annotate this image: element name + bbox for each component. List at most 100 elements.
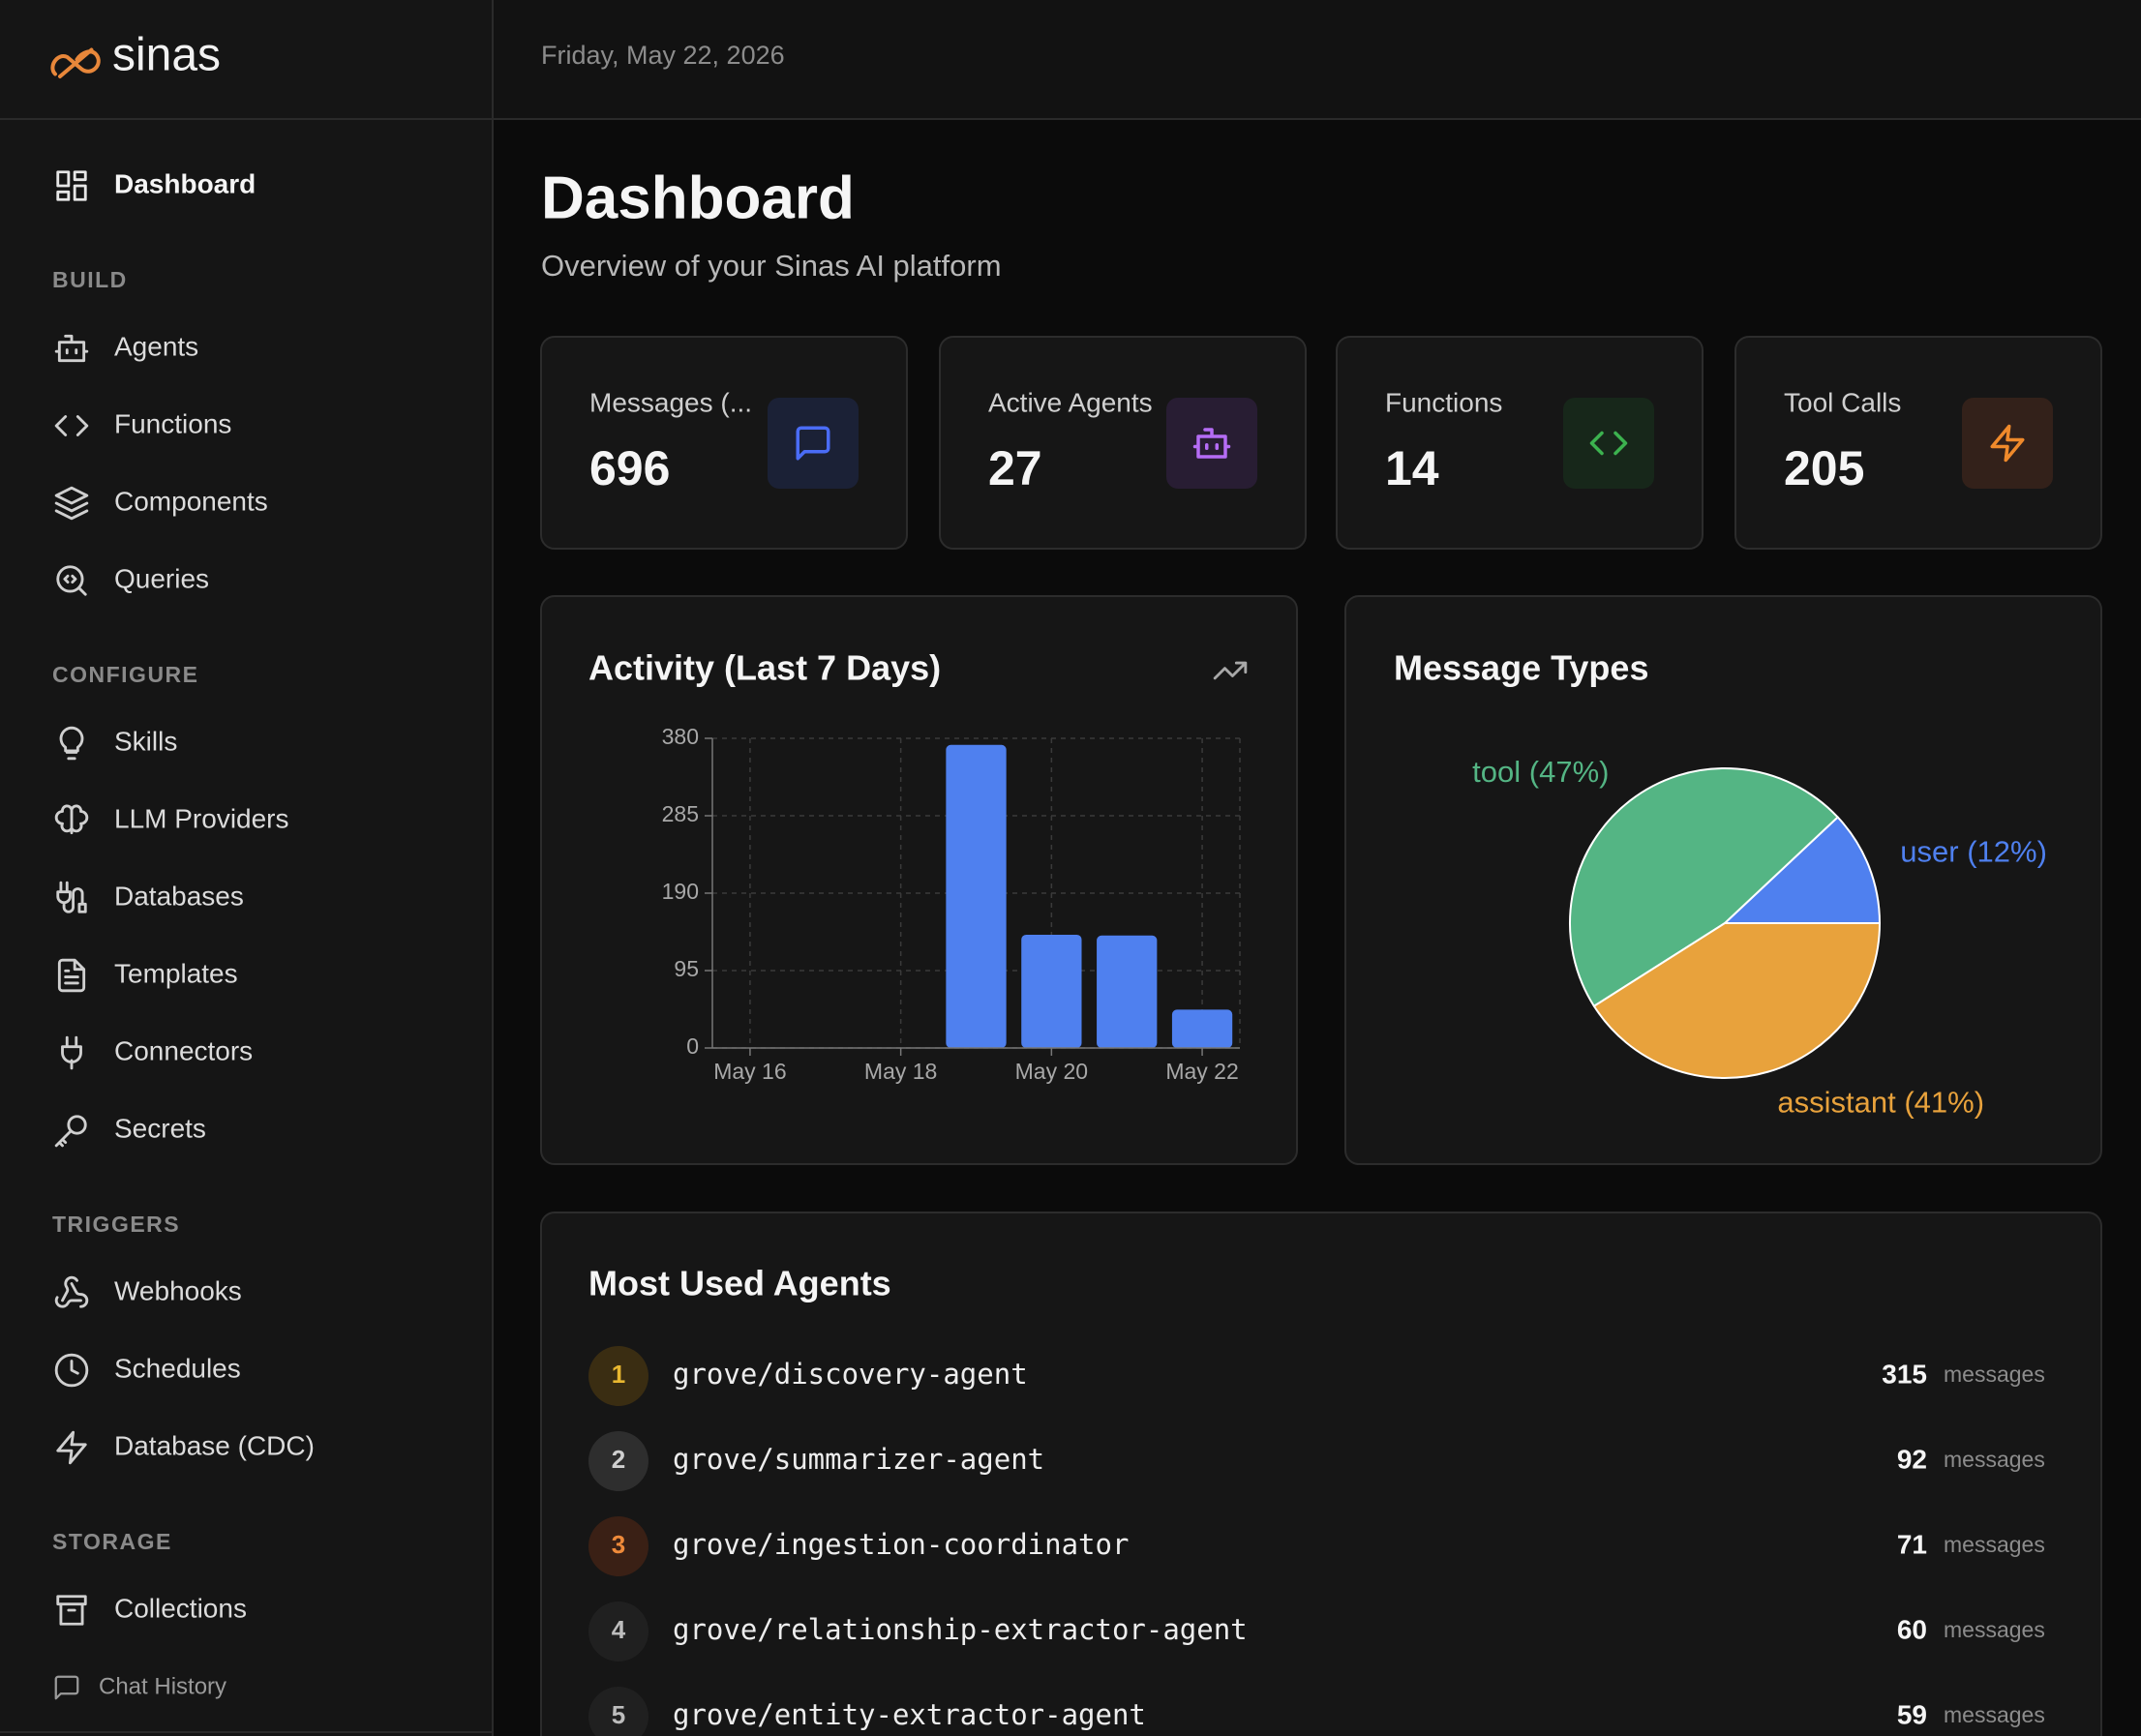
pie-slice <box>1569 767 1840 1008</box>
agent-count-unit: messages <box>1944 1617 2045 1642</box>
y-tick-label: 190 <box>662 879 699 904</box>
nav-icon-path <box>59 726 84 761</box>
agent-name[interactable]: grove/summarizer-agent <box>673 1443 1044 1476</box>
stat-icon-box <box>1962 398 2053 489</box>
stat-icon-path <box>796 426 830 461</box>
stat-card <box>540 336 908 550</box>
nav-icon <box>56 170 87 201</box>
stat-label: Messages (... <box>589 387 752 417</box>
rank-badge <box>588 1431 648 1491</box>
stat-card <box>939 336 1307 550</box>
nav-item[interactable]: Skills <box>114 726 177 756</box>
stat-value: 14 <box>1385 441 1439 495</box>
nav-icon <box>54 1275 89 1308</box>
agent-count: 315 <box>1882 1359 1927 1389</box>
stat-value: 27 <box>988 441 1042 495</box>
nav-icon-path <box>54 1353 89 1388</box>
pie-label: assistant (41%) <box>1777 1085 1984 1119</box>
y-tick-label: 380 <box>662 724 699 749</box>
bar <box>946 744 1007 1048</box>
y-tick-label: 95 <box>674 956 699 981</box>
stat-card <box>1336 336 1704 550</box>
nav-icon <box>56 881 87 913</box>
agent-name[interactable]: grove/discovery-agent <box>673 1358 1028 1391</box>
rank-number: 4 <box>612 1615 626 1644</box>
nav-icon-path <box>56 881 87 913</box>
stat-card <box>1734 336 2102 550</box>
agent-count: 92 <box>1897 1444 1927 1474</box>
stat-icon-box <box>768 398 859 489</box>
agent-count-unit: messages <box>1944 1532 2045 1557</box>
x-tick-label: May 20 <box>1015 1059 1088 1084</box>
nav-icon <box>54 1353 89 1388</box>
nav-section-title: BUILD <box>52 267 128 292</box>
logo-icon <box>50 47 101 78</box>
nav-icon-path <box>54 1115 87 1148</box>
nav-icon-path <box>54 1275 89 1308</box>
rank-badge <box>588 1346 648 1406</box>
nav-section-title: STORAGE <box>52 1529 172 1554</box>
nav-icon-path <box>54 486 89 521</box>
page-title: Dashboard <box>541 165 855 231</box>
nav-item[interactable]: Components <box>114 486 268 516</box>
nav-item[interactable]: Databases <box>114 881 244 911</box>
rank-number: 2 <box>612 1445 625 1474</box>
stat-label: Tool Calls <box>1784 387 1901 417</box>
nav-item[interactable]: Dashboard <box>114 168 256 198</box>
agents-card <box>540 1212 2102 1736</box>
page-subtitle: Overview of your Sinas AI platform <box>541 249 1002 283</box>
nav-section-title: TRIGGERS <box>52 1212 180 1237</box>
pie-label: user (12%) <box>1900 834 2047 868</box>
rank-badge <box>588 1687 648 1736</box>
agents-title: Most Used Agents <box>588 1264 891 1303</box>
stat-icon-box <box>1563 398 1654 489</box>
nav-item[interactable]: Agents <box>114 331 198 361</box>
nav-item[interactable]: LLM Providers <box>114 803 289 833</box>
stat-icon-path <box>1589 431 1628 456</box>
stat-label: Functions <box>1385 387 1502 417</box>
agent-count: 59 <box>1897 1699 1927 1729</box>
stat-value: 205 <box>1784 441 1864 495</box>
nav-icon <box>59 726 84 761</box>
nav-icon-path <box>57 958 86 993</box>
agent-name[interactable]: grove/entity-extractor-agent <box>673 1698 1146 1731</box>
agent-name[interactable]: grove/relationship-extractor-agent <box>673 1613 1248 1646</box>
rank-badge <box>588 1516 648 1576</box>
nav-item[interactable]: Schedules <box>114 1353 241 1383</box>
nav-item[interactable]: Functions <box>114 408 231 438</box>
agent-name[interactable]: grove/ingestion-coordinator <box>673 1528 1129 1561</box>
x-tick-label: May 22 <box>1165 1059 1238 1084</box>
x-tick-label: May 18 <box>864 1059 937 1084</box>
chart-title: Message Types <box>1394 648 1648 688</box>
nav-item[interactable]: Templates <box>114 958 238 988</box>
footer-icon <box>54 1675 79 1700</box>
nav-item[interactable]: Queries <box>114 563 209 593</box>
stat-icon-box <box>1166 398 1257 489</box>
stat-icon-path <box>1192 428 1231 459</box>
y-tick-label: 285 <box>662 801 699 826</box>
nav-section-title: CONFIGURE <box>52 662 199 687</box>
bar <box>1097 935 1158 1048</box>
nav-icon <box>56 1430 87 1465</box>
logo-text: sinas <box>112 30 221 81</box>
nav-item[interactable]: Webhooks <box>114 1275 242 1305</box>
stat-label: Active Agents <box>988 387 1153 417</box>
nav-icon-path <box>54 334 89 363</box>
stat-icon <box>1990 424 2025 463</box>
nav-item[interactable]: Secrets <box>114 1113 206 1143</box>
rank-number: 1 <box>612 1360 625 1389</box>
stat-value: 696 <box>589 441 670 495</box>
agent-count-unit: messages <box>1944 1702 2045 1727</box>
nav-item[interactable]: Database (CDC) <box>114 1430 315 1460</box>
nav-item[interactable]: Collections <box>114 1593 247 1623</box>
pie-label: tool (47%) <box>1472 755 1609 789</box>
rank-badge <box>588 1601 648 1661</box>
nav-footer[interactable]: Chat History <box>99 1673 226 1699</box>
chart-title: Activity (Last 7 Days) <box>588 648 941 688</box>
nav-item[interactable]: Connectors <box>114 1035 253 1065</box>
nav-icon <box>56 565 87 596</box>
stat-icon <box>1589 431 1628 456</box>
sidebar <box>0 0 493 1736</box>
nav-icon <box>54 415 89 436</box>
footer-icon-path <box>54 1675 79 1700</box>
